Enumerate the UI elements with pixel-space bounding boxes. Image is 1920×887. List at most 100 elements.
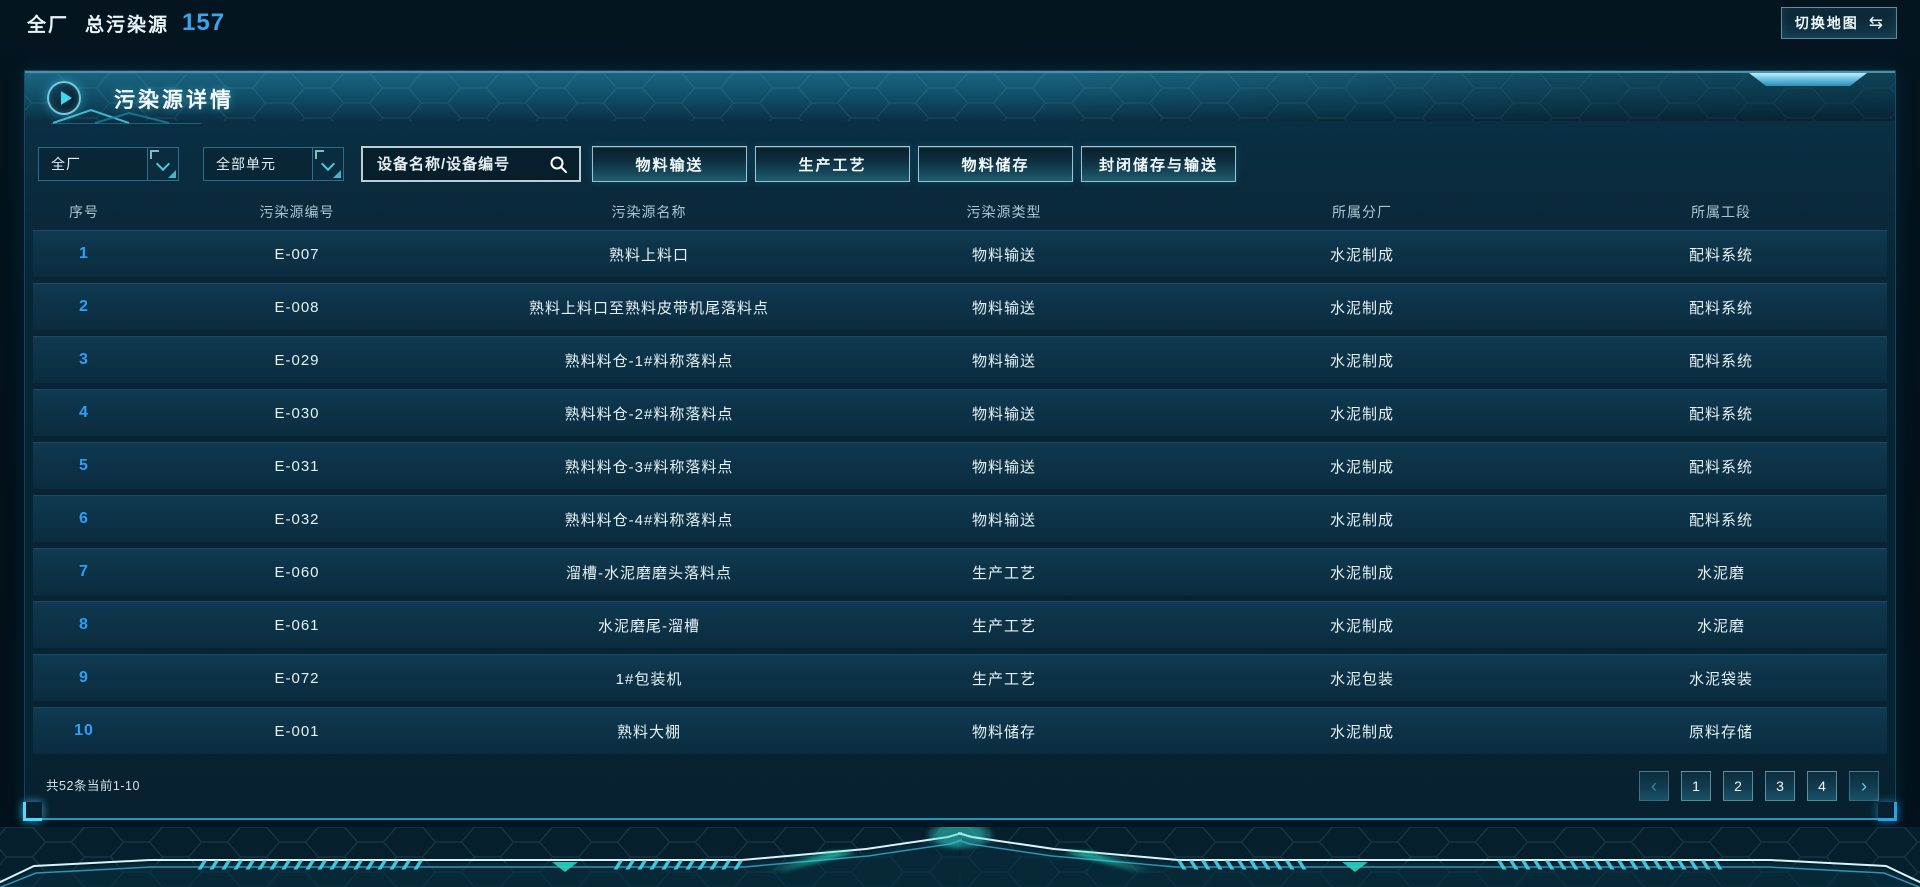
cell-source-name: 水泥磨尾-溜槽 <box>598 617 700 635</box>
chevron-left-icon: ‹ <box>1651 775 1657 796</box>
cell-work-section: 配料系统 <box>1688 405 1753 423</box>
table-row[interactable]: 6 E-032 熟料料仓-4#料称落料点 物料输送 水泥制成 配料系统 <box>33 495 1887 543</box>
table-row[interactable]: 9 E-072 1#包装机 生产工艺 水泥包装 水泥袋装 <box>33 654 1887 702</box>
switch-map-label: 切换地图 <box>1794 15 1859 31</box>
cell-source-type: 生产工艺 <box>971 617 1036 635</box>
top-bar: 全厂 总污染源 157 切换地图 ⇆ <box>0 0 1920 46</box>
record-summary: 共52条当前1-10 <box>46 779 140 793</box>
column-header: 污染源编号 <box>259 204 335 220</box>
cell-branch-plant: 水泥制成 <box>1329 352 1394 370</box>
cell-source-code: E-030 <box>274 404 320 422</box>
cell-work-section: 水泥袋装 <box>1688 670 1753 688</box>
cell-source-type: 物料输送 <box>971 352 1036 370</box>
cell-source-code: E-061 <box>274 616 320 634</box>
page-number-button[interactable]: 3 <box>1765 771 1795 801</box>
cell-work-section: 水泥磨 <box>1696 617 1745 635</box>
cell-index: 2 <box>79 298 89 315</box>
header-notch-accent <box>1749 73 1867 86</box>
search-icon[interactable] <box>549 155 568 174</box>
panel-header: 污染源详情 <box>25 71 1895 124</box>
header-shade <box>25 73 1895 121</box>
cell-work-section: 配料系统 <box>1688 458 1753 476</box>
cell-work-section: 配料系统 <box>1688 352 1753 370</box>
cell-branch-plant: 水泥制成 <box>1329 617 1394 635</box>
cell-work-section: 配料系统 <box>1688 246 1753 264</box>
scope-label: 全厂 <box>27 14 70 36</box>
cell-branch-plant: 水泥制成 <box>1329 564 1394 582</box>
cell-work-section: 配料系统 <box>1688 511 1753 529</box>
column-header: 所属工段 <box>1691 204 1751 220</box>
unit-dropdown-value: 全部单元 <box>216 156 276 172</box>
filter-buttons: 物料输送 生产工艺 物料储存 封闭储存与输送 <box>592 146 1236 182</box>
column-header: 序号 <box>69 204 99 220</box>
category-filter-button[interactable]: 物料储存 <box>918 146 1073 182</box>
total-sources-count: 157 <box>182 9 226 36</box>
category-filter-button[interactable]: 物料输送 <box>592 146 747 182</box>
cell-source-name: 熟料上料口至熟料皮带机尾落料点 <box>528 299 769 317</box>
panel-title: 污染源详情 <box>114 89 234 112</box>
chevron-right-icon: › <box>1861 775 1867 796</box>
table-row[interactable]: 7 E-060 溜槽-水泥磨磨头落料点 生产工艺 水泥制成 水泥磨 <box>33 548 1887 596</box>
cell-source-type: 生产工艺 <box>971 564 1036 582</box>
category-filter-button[interactable]: 封闭储存与输送 <box>1081 146 1236 182</box>
table-header: 序号 污染源编号 污染源名称 污染源类型 所属分厂 所属工段 <box>33 199 1887 225</box>
page-number-button[interactable]: 1 <box>1681 771 1711 801</box>
cell-source-type: 物料输送 <box>971 299 1036 317</box>
table-body: 1 E-007 熟料上料口 物料输送 水泥制成 配料系统 2 E-008 熟料上… <box>25 230 1895 755</box>
cell-work-section: 水泥磨 <box>1696 564 1745 582</box>
switch-map-button[interactable]: 切换地图 ⇆ <box>1780 7 1897 39</box>
cell-source-name: 熟料料仓-1#料称落料点 <box>564 352 734 370</box>
cell-source-code: E-072 <box>274 669 320 687</box>
plant-dropdown[interactable]: 全厂 <box>38 147 179 181</box>
device-search-box <box>361 146 581 182</box>
table-row[interactable]: 10 E-001 熟料大棚 物料储存 水泥制成 原料存储 <box>33 707 1887 755</box>
cell-source-code: E-029 <box>274 351 320 369</box>
cell-source-code: E-008 <box>274 298 320 316</box>
plant-dropdown-value: 全厂 <box>51 156 81 172</box>
unit-dropdown[interactable]: 全部单元 <box>203 147 344 181</box>
table-row[interactable]: 5 E-031 熟料料仓-3#料称落料点 物料输送 水泥制成 配料系统 <box>33 442 1887 490</box>
cell-index: 10 <box>74 722 94 739</box>
dropdown-arrow-box[interactable] <box>147 148 178 180</box>
prev-page-button[interactable]: ‹ <box>1639 771 1669 801</box>
table-row[interactable]: 3 E-029 熟料料仓-1#料称落料点 物料输送 水泥制成 配料系统 <box>33 336 1887 384</box>
play-circle-icon <box>47 81 81 115</box>
device-search-input[interactable] <box>367 155 549 173</box>
cell-work-section: 配料系统 <box>1688 299 1753 317</box>
cell-source-name: 熟料大棚 <box>616 723 681 741</box>
table-row[interactable]: 1 E-007 熟料上料口 物料输送 水泥制成 配料系统 <box>33 230 1887 278</box>
cell-branch-plant: 水泥制成 <box>1329 246 1394 264</box>
column-header: 污染源名称 <box>611 204 687 220</box>
cell-branch-plant: 水泥制成 <box>1329 723 1394 741</box>
cell-source-name: 溜槽-水泥磨磨头落料点 <box>566 564 732 582</box>
cell-index: 7 <box>79 563 89 580</box>
cell-source-type: 物料输送 <box>971 246 1036 264</box>
cell-source-type: 物料输送 <box>971 511 1036 529</box>
page-number-button[interactable]: 4 <box>1807 771 1837 801</box>
table-row[interactable]: 2 E-008 熟料上料口至熟料皮带机尾落料点 物料输送 水泥制成 配料系统 <box>33 283 1887 331</box>
cell-index: 1 <box>79 245 89 262</box>
total-sources-label: 总污染源 <box>85 14 170 36</box>
cell-index: 5 <box>79 457 89 474</box>
cell-source-type: 物料输送 <box>971 458 1036 476</box>
table-row[interactable]: 8 E-061 水泥磨尾-溜槽 生产工艺 水泥制成 水泥磨 <box>33 601 1887 649</box>
cell-source-name: 熟料料仓-4#料称落料点 <box>564 511 734 529</box>
page-number-button[interactable]: 2 <box>1723 771 1753 801</box>
cell-source-code: E-007 <box>274 245 320 263</box>
cell-source-name: 熟料上料口 <box>608 246 689 264</box>
category-filter-button[interactable]: 生产工艺 <box>755 146 910 182</box>
cell-index: 6 <box>79 510 89 527</box>
cell-source-code: E-001 <box>274 722 320 740</box>
next-page-button[interactable]: › <box>1849 771 1879 801</box>
swap-arrows-icon: ⇆ <box>1868 13 1883 32</box>
dropdown-arrow-box[interactable] <box>312 148 343 180</box>
mountain-decoration-icon <box>51 108 201 124</box>
cell-source-name: 1#包装机 <box>615 670 683 688</box>
cell-index: 4 <box>79 404 89 421</box>
panel-corner-accent <box>23 802 42 821</box>
table-row[interactable]: 4 E-030 熟料料仓-2#料称落料点 物料输送 水泥制成 配料系统 <box>33 389 1887 437</box>
column-header: 所属分厂 <box>1332 204 1392 220</box>
